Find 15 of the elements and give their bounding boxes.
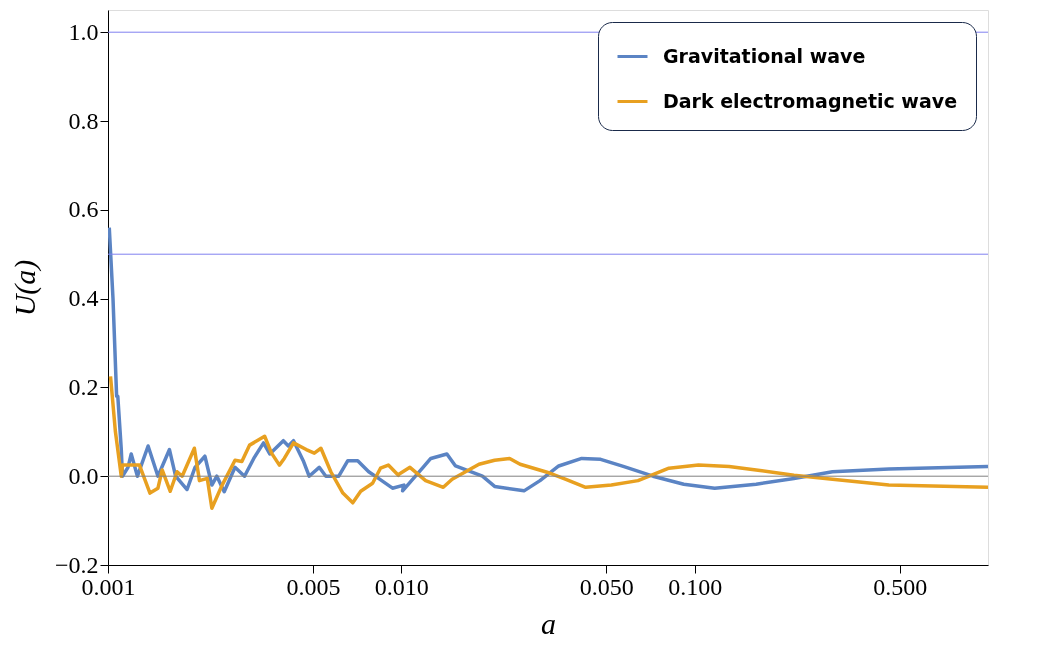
- y-tick-label: 0.2: [68, 373, 99, 400]
- x-tick-label: 0.010: [374, 573, 429, 600]
- x-tick-label: 0.500: [873, 573, 928, 600]
- legend-label: Gravitational wave: [663, 44, 866, 67]
- x-tick-label: 0.005: [286, 573, 341, 600]
- x-tick-label: 0.050: [579, 573, 634, 600]
- x-axis-title: a: [541, 606, 556, 640]
- y-tick-label: 0.0: [68, 462, 99, 489]
- y-axis-title: U(a): [7, 259, 42, 317]
- y-tick-label: 1.0: [68, 18, 99, 45]
- y-tick-label: 0.4: [68, 285, 99, 312]
- y-tick-label: 0.6: [68, 196, 99, 223]
- legend-label: Dark electromagnetic wave: [663, 89, 958, 112]
- x-tick-label: 0.100: [668, 573, 723, 600]
- y-tick-label: 0.8: [68, 107, 99, 134]
